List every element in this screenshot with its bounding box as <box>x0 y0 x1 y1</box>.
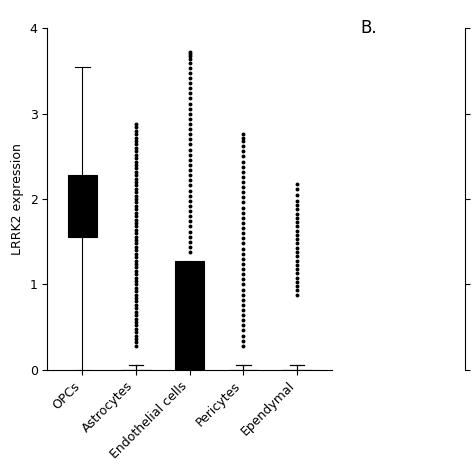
Y-axis label: LRRK2 expression: LRRK2 expression <box>11 143 24 255</box>
PathPatch shape <box>175 261 204 370</box>
Text: B.: B. <box>360 19 377 37</box>
PathPatch shape <box>67 175 97 237</box>
